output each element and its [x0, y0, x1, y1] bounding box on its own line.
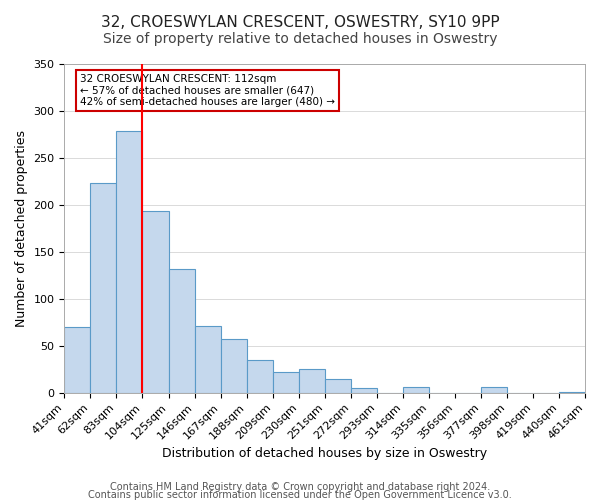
Y-axis label: Number of detached properties: Number of detached properties — [15, 130, 28, 327]
Bar — [116, 130, 142, 392]
Bar — [64, 327, 91, 392]
Bar — [299, 370, 325, 392]
Bar — [481, 387, 507, 392]
Bar — [325, 378, 351, 392]
Bar — [351, 388, 377, 392]
Bar — [403, 387, 429, 392]
Text: Contains HM Land Registry data © Crown copyright and database right 2024.: Contains HM Land Registry data © Crown c… — [110, 482, 490, 492]
Bar — [221, 339, 247, 392]
Bar — [247, 360, 272, 392]
Text: Contains public sector information licensed under the Open Government Licence v3: Contains public sector information licen… — [88, 490, 512, 500]
Bar — [272, 372, 299, 392]
Bar — [194, 326, 221, 392]
Bar — [91, 184, 116, 392]
Bar — [169, 269, 194, 392]
X-axis label: Distribution of detached houses by size in Oswestry: Distribution of detached houses by size … — [162, 447, 487, 460]
Text: 32, CROESWYLAN CRESCENT, OSWESTRY, SY10 9PP: 32, CROESWYLAN CRESCENT, OSWESTRY, SY10 … — [101, 15, 499, 30]
Bar — [142, 212, 169, 392]
Text: Size of property relative to detached houses in Oswestry: Size of property relative to detached ho… — [103, 32, 497, 46]
Text: 32 CROESWYLAN CRESCENT: 112sqm
← 57% of detached houses are smaller (647)
42% of: 32 CROESWYLAN CRESCENT: 112sqm ← 57% of … — [80, 74, 335, 107]
